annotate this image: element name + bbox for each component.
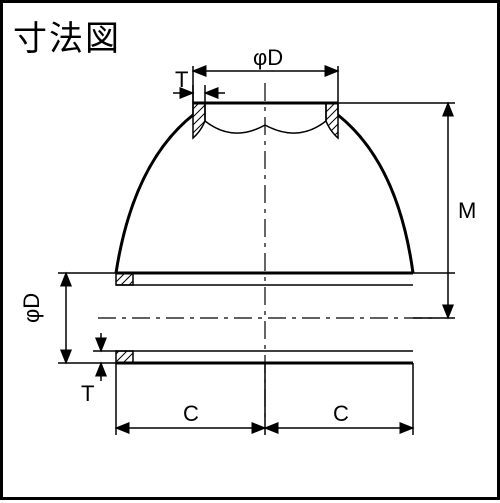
dim-C-right: C [333,401,349,426]
dim-T-top: T [175,67,188,92]
dim-phiD-top: φD [253,45,283,70]
dim-T-left: T [81,381,94,406]
dim-phiD-left: φD [19,293,44,323]
dim-C-left: C [183,401,199,426]
dimension-drawing: φD T M φD T C C [3,3,500,503]
dim-M: M [458,198,476,223]
